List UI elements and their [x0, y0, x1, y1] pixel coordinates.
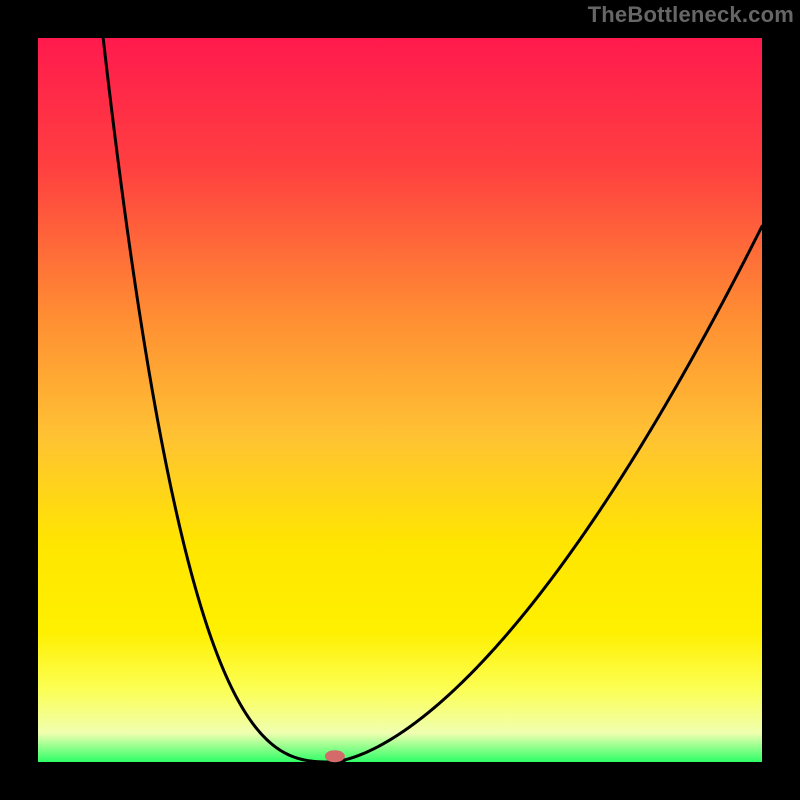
plot-background	[38, 38, 762, 762]
optimal-point-marker	[325, 750, 345, 762]
watermark-label: TheBottleneck.com	[588, 2, 794, 28]
bottleneck-curve-chart	[0, 0, 800, 800]
